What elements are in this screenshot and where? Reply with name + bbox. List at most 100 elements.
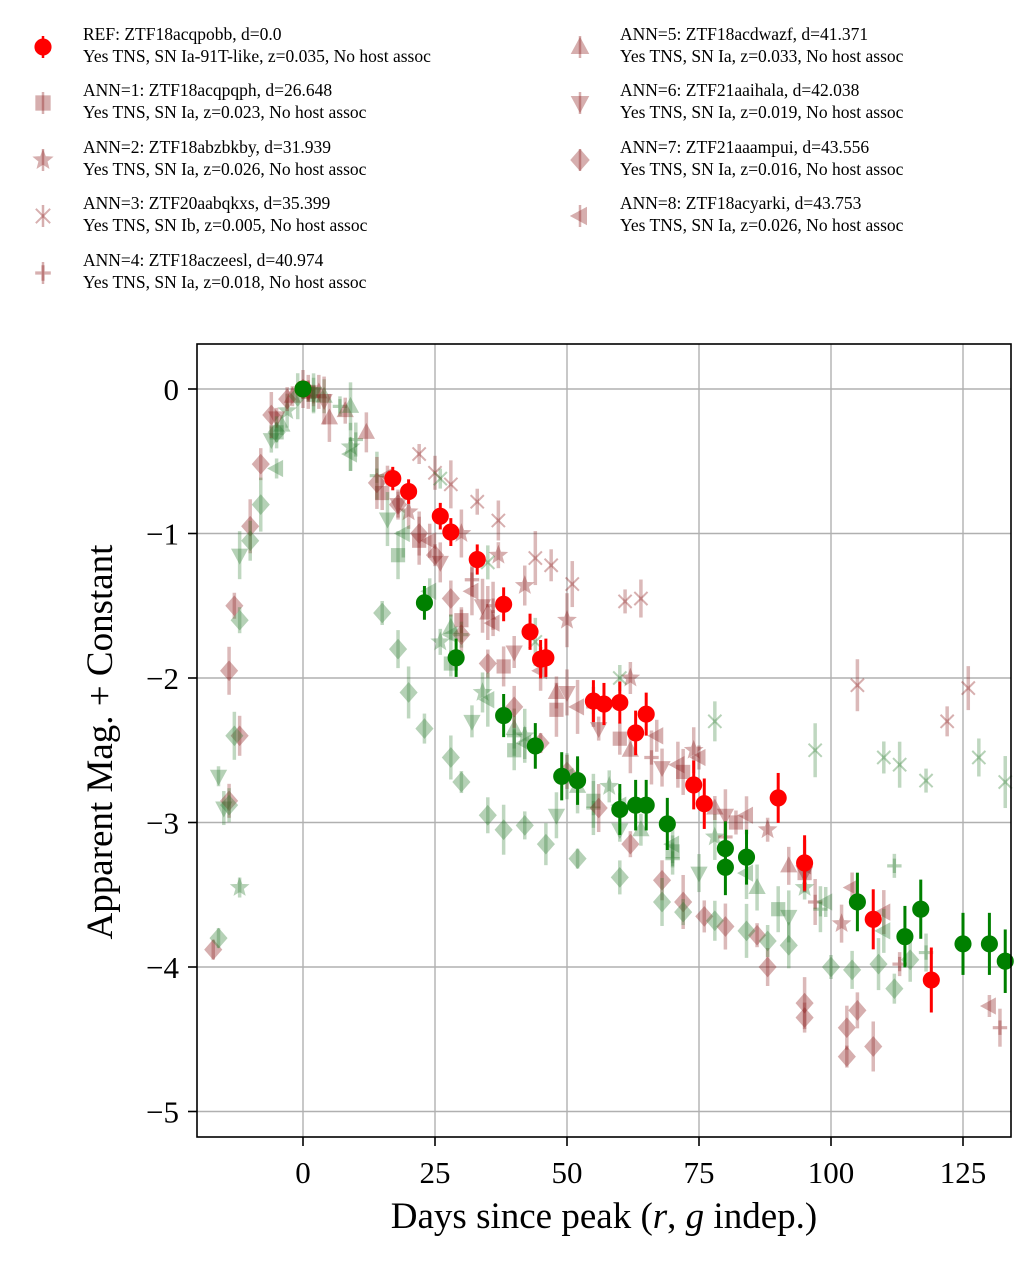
ann-g-point bbox=[779, 934, 798, 956]
ref-g-point bbox=[716, 858, 734, 876]
legend-marker-triangle-up bbox=[570, 36, 590, 54]
ref-r-point bbox=[922, 971, 940, 989]
ann-r-point bbox=[478, 653, 497, 674]
legend-entry-note: Yes TNS, SN Ia, z=0.018, No host assoc bbox=[83, 272, 367, 292]
ann-g-point bbox=[472, 682, 493, 701]
y-axis-label: Apparent Mag. + Constant bbox=[80, 544, 121, 940]
ann-g-point bbox=[612, 670, 628, 686]
ann-g-point bbox=[665, 851, 680, 866]
ref-g-point bbox=[553, 767, 571, 785]
ann-g-point bbox=[340, 436, 361, 456]
ann-r-point bbox=[831, 913, 852, 933]
ann-g-point bbox=[378, 512, 397, 529]
ann-r-point bbox=[757, 819, 778, 839]
ann-g-point bbox=[586, 800, 601, 816]
ref-r-point bbox=[695, 795, 713, 813]
legend-entry-note: Yes TNS, SN Ib, z=0.005, No host assoc bbox=[83, 215, 368, 235]
ann-r-point bbox=[505, 645, 523, 662]
legend-entry-note: Yes TNS, SN Ia, z=0.026, No host assoc bbox=[620, 215, 904, 235]
ann-r-point bbox=[320, 408, 339, 425]
ann-r-point bbox=[241, 515, 260, 537]
legend-entry-name: ANN=3: ZTF20aabqkxs, d=35.399 bbox=[83, 193, 330, 213]
ref-r-point bbox=[468, 550, 486, 569]
legend-entry-name: ANN=2: ZTF18abzbkby, d=31.939 bbox=[83, 137, 331, 157]
ann-r-point bbox=[939, 714, 955, 729]
ann-r-point bbox=[612, 731, 627, 746]
y-tick-label: −2 bbox=[146, 661, 179, 696]
ref-g-point bbox=[896, 928, 914, 946]
ann-r-point bbox=[864, 1036, 883, 1057]
ann-g-point bbox=[393, 524, 410, 543]
ann-g-point bbox=[430, 631, 451, 651]
legend-marker-star bbox=[32, 148, 54, 170]
ann-r-point bbox=[960, 680, 976, 696]
ann-r-point bbox=[543, 557, 559, 573]
ann-r-point bbox=[620, 667, 641, 687]
ann-r-point bbox=[689, 748, 706, 767]
ann-g-point bbox=[869, 953, 888, 975]
legend-entry-note: Yes TNS, SN Ia, z=0.023, No host assoc bbox=[83, 102, 367, 122]
ann-g-point bbox=[478, 804, 497, 826]
legend-marker-triangle-left bbox=[569, 206, 587, 226]
ann-r-point bbox=[676, 764, 691, 780]
ann-r-point bbox=[644, 750, 659, 765]
ann-r-point bbox=[412, 533, 427, 548]
ann-g-point bbox=[507, 743, 522, 758]
ann-r-point bbox=[874, 903, 891, 921]
ann-r-point bbox=[479, 603, 497, 620]
ann-g-point bbox=[665, 844, 680, 859]
ann-g-point bbox=[705, 910, 724, 932]
legend-marker-square bbox=[35, 95, 51, 111]
ann-g-point bbox=[341, 445, 358, 463]
ann-r-point bbox=[225, 595, 244, 617]
ann-r-point bbox=[425, 544, 445, 566]
ann-r-point bbox=[633, 591, 649, 606]
ref-g-point bbox=[611, 800, 629, 819]
ann-r-point bbox=[251, 453, 270, 475]
ann-r-point bbox=[267, 411, 286, 428]
ann-r-point bbox=[617, 594, 633, 609]
x-tick-label: 100 bbox=[808, 1155, 855, 1190]
ann-g-point bbox=[373, 602, 392, 624]
ref-r-point bbox=[384, 470, 402, 488]
ann-r-point bbox=[488, 544, 509, 564]
ann-r-point bbox=[367, 472, 386, 494]
ann-g-point bbox=[874, 922, 891, 940]
ref-r-point bbox=[537, 649, 555, 667]
legend-entry-note: Yes TNS, SN Ia, z=0.016, No host assoc bbox=[620, 159, 904, 179]
ann-r-point bbox=[683, 739, 704, 759]
ann-g-point bbox=[390, 548, 406, 563]
legend-entry-name: ANN=7: ZTF21aaampui, d=43.556 bbox=[620, 137, 869, 157]
ann-r-point bbox=[758, 956, 777, 978]
ann-g-point bbox=[971, 750, 987, 765]
data-points bbox=[204, 370, 1014, 1072]
ann-g-point bbox=[780, 909, 798, 926]
ann-g-point bbox=[269, 425, 284, 440]
ann-g-point bbox=[568, 848, 587, 869]
ref-r-point bbox=[442, 523, 460, 541]
ref-g-point bbox=[495, 707, 513, 725]
ann-r-point bbox=[557, 609, 577, 629]
ann-r-point bbox=[204, 939, 223, 961]
ann-g-point bbox=[452, 771, 471, 793]
plot-frame bbox=[196, 343, 1012, 1138]
ann-g-point bbox=[885, 978, 904, 1000]
ann-g-point bbox=[415, 718, 434, 739]
legend-entry-name: ANN=8: ZTF18acyarki, d=43.753 bbox=[620, 193, 862, 213]
ann-g-point bbox=[231, 548, 249, 565]
ann-g-point bbox=[230, 609, 249, 631]
ann-g-point bbox=[225, 725, 244, 747]
ann-r-point bbox=[590, 722, 608, 739]
ann-g-point bbox=[494, 819, 513, 841]
ann-r-point bbox=[674, 891, 693, 913]
ann-g-point bbox=[536, 833, 555, 855]
ann-r-point bbox=[357, 422, 375, 439]
axis-ticks: 0 25 50 75 100 125 0 −1 −2 −3 −4 −5 bbox=[146, 372, 986, 1190]
x-axis-label-prefix: Days since peak ( bbox=[391, 1196, 653, 1237]
ann-r-point bbox=[737, 806, 754, 824]
ann-g-point bbox=[442, 617, 460, 634]
ann-r-point bbox=[398, 501, 419, 521]
ann-r-point bbox=[410, 523, 429, 544]
ref-g-point bbox=[658, 815, 676, 833]
